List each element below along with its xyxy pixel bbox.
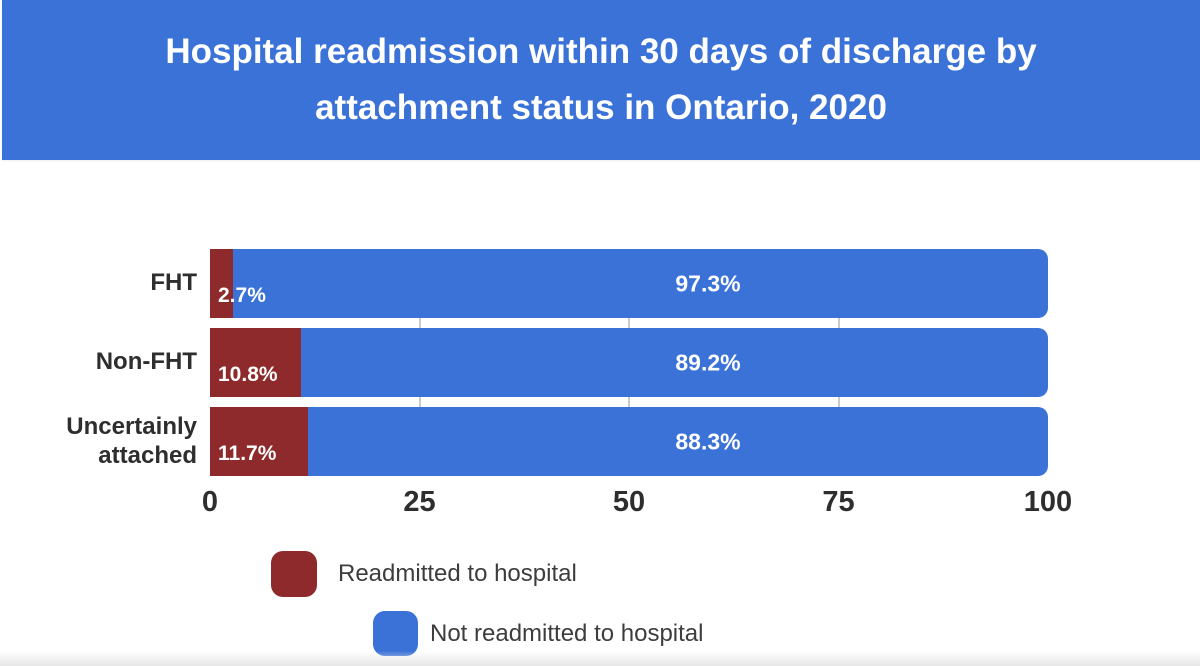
bar-readmitted-uncertainly-attached — [210, 407, 309, 476]
data-label-readmitted-non-fht: 10.8% — [218, 363, 278, 386]
data-label-not-readmitted-non-fht: 89.2% — [675, 349, 741, 375]
x-tick-0: 0 — [201, 486, 219, 518]
legend-label-not-readmitted: Not readmitted to hospital — [430, 619, 704, 647]
bar-not-readmitted-uncertainly-attached — [210, 407, 1048, 476]
x-tick-75: 75 — [822, 486, 855, 518]
data-label-not-readmitted-fht: 97.3% — [675, 270, 741, 296]
x-tick-50: 50 — [612, 486, 646, 518]
bar-readmitted-fht — [210, 249, 233, 318]
plot-area: 2.7% 97.3% 10.8% 89.2% 11.7% 88.3% — [210, 249, 1048, 476]
x-axis: 0 25 50 75 100 — [202, 486, 1072, 522]
bar-row-fht: 2.7% 97.3% — [210, 249, 1048, 318]
chart-title-line-1: Hospital readmission within 30 days of d… — [165, 32, 1037, 71]
data-label-readmitted-fht: 2.7% — [218, 284, 266, 307]
x-tick-25: 25 — [403, 486, 436, 518]
page-bottom-fade — [0, 651, 1200, 666]
category-label-fht: FHT — [150, 269, 197, 297]
x-tick-100: 100 — [1023, 486, 1073, 518]
bar-not-readmitted-fht — [210, 249, 1048, 318]
bar-readmitted-non-fht — [210, 328, 301, 397]
chart-title-line-2: attachment status in Ontario, 2020 — [315, 88, 887, 127]
data-label-not-readmitted-uncertainly-attached: 88.3% — [675, 428, 741, 454]
legend-swatch-not-readmitted — [373, 611, 418, 656]
data-label-readmitted-uncertainly-attached: 11.7% — [218, 442, 277, 465]
category-label-uncertainly-attached: Uncertainly attached — [66, 413, 197, 469]
bar-not-readmitted-non-fht — [210, 328, 1048, 397]
title-banner: Hospital readmission within 30 days of d… — [2, 0, 1200, 160]
legend-label-readmitted: Readmitted to hospital — [338, 560, 577, 587]
legend-swatch-readmitted — [271, 551, 317, 597]
category-label-non-fht: Non-FHT — [95, 348, 197, 376]
bar-row-non-fht: 10.8% 89.2% — [210, 328, 1048, 397]
bar-row-uncertainly-attached: 11.7% 88.3% — [210, 407, 1048, 476]
